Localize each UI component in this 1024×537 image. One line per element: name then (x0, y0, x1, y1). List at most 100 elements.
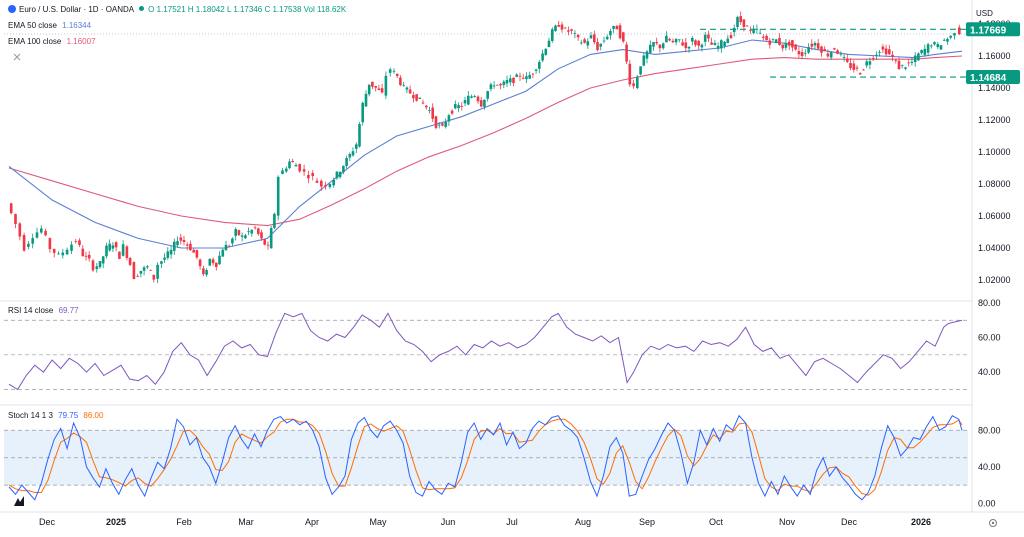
candle-body (202, 268, 205, 275)
time-tick-label: Dec (841, 517, 858, 527)
ema100-line (8, 55, 963, 227)
candle-body (307, 174, 310, 179)
rsi-tick-label: 60.00 (978, 333, 1001, 343)
candle-body (557, 25, 560, 27)
price-tick-label: 1.08000 (978, 179, 1011, 189)
candle-body (415, 94, 418, 101)
ema100-label: EMA 100 close (8, 37, 62, 46)
candle-body (525, 76, 528, 80)
candle-body (367, 84, 371, 95)
candle-body (311, 173, 314, 176)
candle-body (496, 84, 499, 86)
candle-body (118, 251, 121, 259)
candle-body (345, 158, 348, 166)
candle-body (412, 95, 415, 99)
close-value: C 1.17538 (264, 5, 302, 14)
candle-body (949, 35, 952, 38)
candle-body (338, 171, 342, 178)
time-tick-label: Nov (779, 517, 796, 527)
candle-body (687, 46, 691, 49)
candle-body (716, 45, 720, 49)
candle-body (755, 28, 759, 30)
candle-body (910, 61, 914, 63)
ema100-legend[interactable]: EMA 100 close 1.16007 (8, 37, 96, 46)
candle-body (52, 248, 56, 253)
candle-body (351, 151, 355, 156)
candle-body (723, 41, 726, 46)
candle-body (862, 69, 865, 71)
candle-body (871, 58, 875, 60)
candle-body (460, 106, 464, 107)
candle-body (132, 262, 136, 280)
candle-body (939, 45, 943, 50)
candle-body (868, 61, 872, 65)
candle-body (942, 39, 946, 41)
candle-body (263, 239, 266, 245)
candle-body (758, 32, 762, 34)
candle-body (173, 241, 176, 251)
candle-body (505, 80, 509, 84)
candle-body (257, 228, 260, 234)
candle-body (642, 55, 646, 66)
candle-body (580, 42, 583, 44)
candle-body (160, 261, 163, 264)
candle-body (636, 76, 639, 89)
candle-body (348, 154, 352, 158)
candle-body (897, 60, 901, 70)
settings-gear-icon[interactable] (989, 519, 997, 527)
candle-body (800, 52, 804, 57)
time-tick-label: May (369, 517, 387, 527)
candle-body (833, 48, 836, 50)
rsi-legend[interactable]: RSI 14 close 69.77 (8, 306, 79, 315)
stoch-d-value: 86.00 (83, 411, 104, 420)
candle-body (658, 44, 662, 49)
stoch-band-fill (4, 430, 968, 486)
level-price-label: 1.14684 (970, 73, 1007, 84)
candle-body (111, 245, 115, 249)
candle-body (218, 255, 221, 265)
candle-body (476, 96, 480, 102)
currency-label[interactable]: USD (976, 9, 993, 18)
candle-body (891, 54, 894, 57)
candle-body (547, 40, 551, 48)
candle-body (364, 93, 368, 107)
candle-body (428, 110, 431, 111)
settings-gear-center-icon (991, 521, 995, 525)
symbol-title[interactable]: Euro / U.S. Dollar · 1D · OANDA (19, 5, 134, 14)
collapse-chevron-icon[interactable] (13, 53, 21, 61)
candle-body (694, 40, 697, 45)
candle-body (22, 235, 26, 251)
candle-body (247, 231, 250, 232)
price-tick-label: 1.10000 (978, 147, 1011, 157)
price-tick-label: 1.12000 (978, 115, 1011, 125)
ema50-label: EMA 50 close (8, 21, 57, 30)
candle-body (392, 70, 396, 72)
candle-body (408, 89, 412, 94)
candle-body (288, 161, 291, 169)
candle-body (388, 69, 392, 73)
candle-body (852, 63, 856, 70)
candle-body (904, 67, 907, 69)
candle-body (930, 45, 933, 47)
candle-body (483, 99, 486, 107)
candle-body (298, 164, 301, 172)
stoch-legend[interactable]: Stoch 14 1 3 79.75 86.00 (8, 411, 103, 420)
candle-body (703, 34, 707, 42)
candle-body (875, 54, 878, 56)
candle-body (492, 85, 496, 87)
rsi-tick-label: 80.00 (978, 298, 1001, 308)
candle-body (156, 264, 159, 279)
candle-body (444, 122, 447, 127)
candle-body (48, 238, 52, 250)
candle-body (402, 84, 405, 86)
ema50-legend[interactable]: EMA 50 close 1.16344 (8, 21, 91, 30)
candle-body (573, 33, 577, 34)
candle-body (269, 228, 273, 249)
candle-body (820, 46, 823, 53)
candle-body (185, 244, 189, 246)
candle-body (602, 40, 606, 42)
candle-body (152, 274, 156, 280)
ema100-value: 1.16007 (66, 37, 96, 46)
candle-body (884, 48, 888, 55)
